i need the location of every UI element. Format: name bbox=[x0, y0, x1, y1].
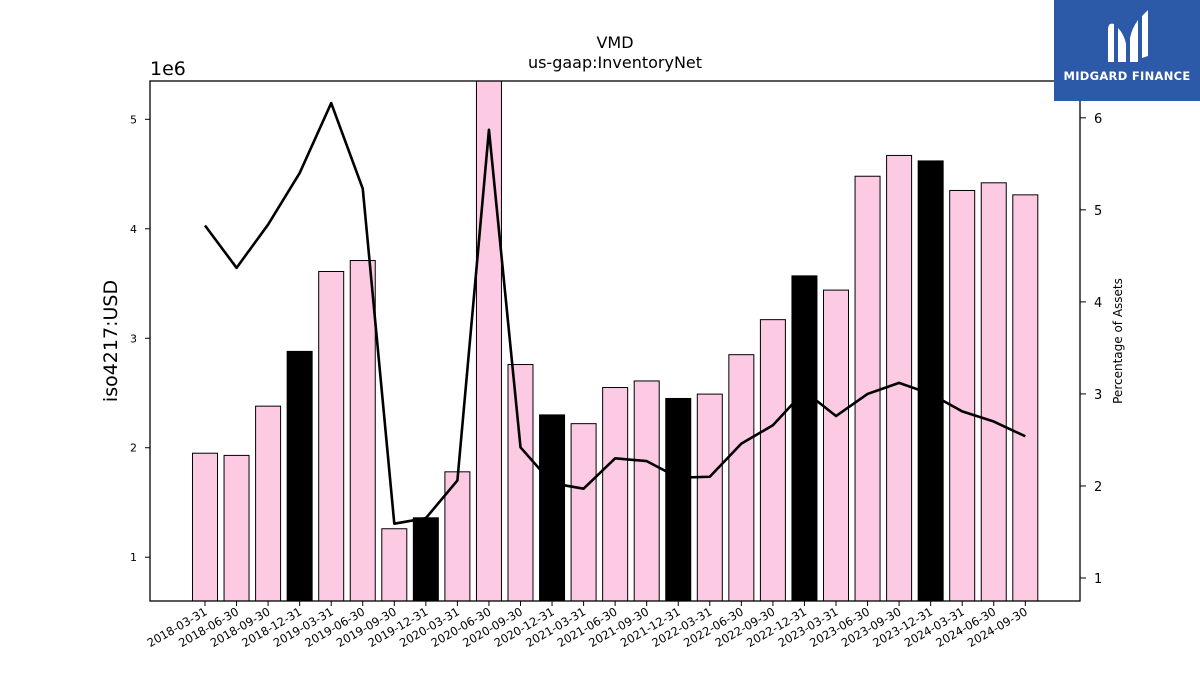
bar-2021-12-31 bbox=[665, 397, 692, 602]
percentage-of-assets-line bbox=[203, 101, 1026, 525]
bar-2019-03-31 bbox=[318, 270, 345, 602]
bar-2023-03-31 bbox=[823, 289, 849, 602]
logo-text: MIDGARD FINANCE bbox=[1063, 69, 1191, 83]
y-tick-label: 4 bbox=[130, 223, 137, 236]
bar-2022-12-31 bbox=[791, 275, 818, 602]
bar-2019-06-30 bbox=[349, 260, 376, 602]
y-tick-label: 2 bbox=[130, 442, 137, 455]
y2-tick-label: 3 bbox=[1094, 388, 1102, 403]
bar-2021-06-30 bbox=[602, 387, 629, 602]
y-axis-label: iso4217:USD bbox=[100, 280, 122, 402]
midgard-finance-logo: MIDGARD FINANCE bbox=[1054, 0, 1200, 101]
bars-layer bbox=[192, 80, 1039, 602]
line-layer bbox=[203, 101, 1026, 525]
y-tick-label: 3 bbox=[130, 332, 137, 345]
y2-tick-label: 2 bbox=[1094, 480, 1102, 495]
bar-2023-09-30 bbox=[886, 154, 913, 602]
bar-2020-09-30 bbox=[507, 364, 534, 602]
bar-2019-12-31 bbox=[412, 517, 439, 602]
bar-2018-06-30 bbox=[223, 454, 250, 602]
bar-2018-12-31 bbox=[286, 350, 313, 602]
bar-2020-03-31 bbox=[444, 471, 471, 602]
bar-2023-12-31 bbox=[917, 160, 944, 602]
y2-tick-label: 6 bbox=[1094, 112, 1102, 127]
y-tick-label: 1 bbox=[130, 551, 137, 564]
y2-tick-label: 4 bbox=[1094, 296, 1102, 311]
bar-2024-09-30 bbox=[1012, 194, 1039, 602]
y2-tick-label: 5 bbox=[1094, 204, 1102, 219]
bar-2023-06-30 bbox=[854, 175, 881, 602]
bar-2022-06-30 bbox=[728, 354, 755, 602]
y-tick-label: 5 bbox=[130, 113, 137, 126]
y2-tick-label: 1 bbox=[1094, 572, 1102, 587]
y-offset-label: 1e6 bbox=[150, 58, 186, 80]
bar-2024-03-31 bbox=[949, 189, 976, 602]
bar-2021-09-30 bbox=[633, 380, 660, 602]
midgard-logo-icon bbox=[1108, 10, 1148, 63]
y2-axis-label: Percentage of Assets bbox=[1111, 278, 1125, 404]
bar-2018-09-30 bbox=[255, 405, 282, 602]
bar-2022-09-30 bbox=[759, 319, 786, 602]
bar-2024-06-30 bbox=[980, 182, 1007, 602]
bar-2020-12-31 bbox=[539, 414, 566, 602]
bar-2019-09-30 bbox=[381, 528, 408, 602]
bar-2022-03-31 bbox=[696, 393, 723, 602]
bar-2020-06-30 bbox=[475, 80, 502, 602]
bar-2018-03-31 bbox=[192, 452, 218, 602]
chart-title: VMD bbox=[596, 33, 633, 52]
bar-2021-03-31 bbox=[570, 423, 597, 602]
chart-subtitle: us-gaap:InventoryNet bbox=[528, 53, 702, 72]
